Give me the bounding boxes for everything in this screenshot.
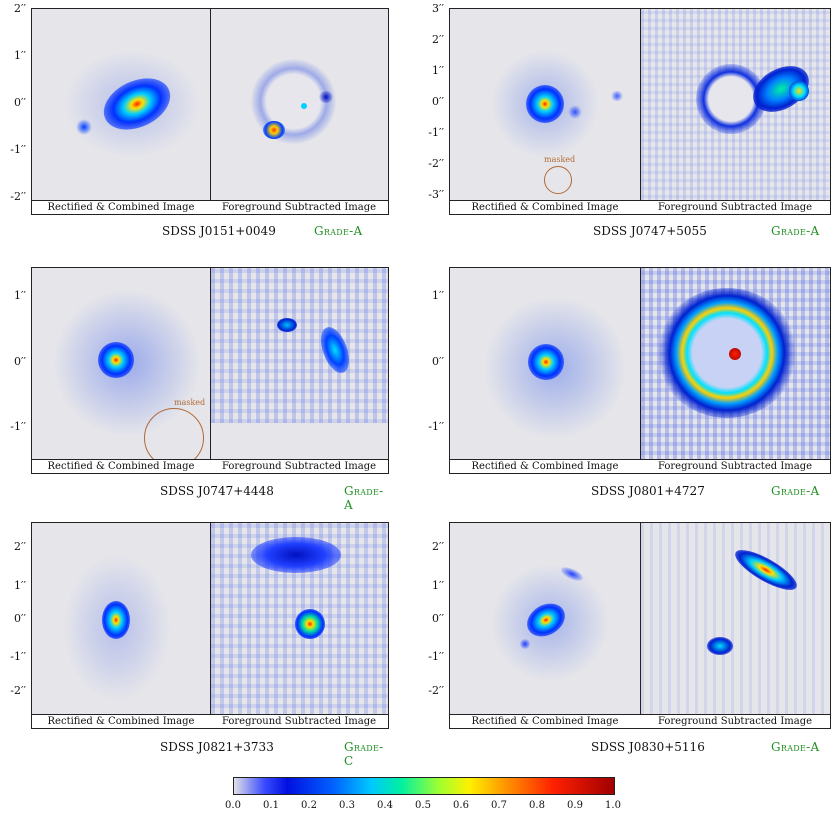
image-captions: Rectified & Combined Image Foreground Su…	[32, 200, 388, 214]
colorbar-tick: 0.6	[453, 800, 469, 811]
foreground-subtracted-image	[210, 268, 388, 473]
y-tick: -1′′	[428, 126, 444, 139]
masked-label: masked	[174, 398, 206, 407]
y-tick: -3′′	[428, 188, 444, 201]
panel-j0821: 2′′ 1′′ 0′′ -1′′ -2′′ Rectified & Combin…	[0, 520, 390, 768]
panel-j0830: 2′′ 1′′ 0′′ -1′′ -2′′ Rectified & Combin…	[418, 520, 831, 760]
grade-label: Grade-A	[771, 484, 820, 498]
foreground-subtracted-image	[210, 9, 388, 214]
y-tick: 2′′	[432, 33, 444, 46]
y-tick: 2′′	[432, 540, 444, 553]
y-tick: 1′′	[432, 289, 444, 302]
grade-label: Grade-C	[344, 740, 384, 768]
object-name: SDSS J0830+5116	[591, 740, 705, 754]
y-tick: -1′′	[10, 650, 26, 663]
colorbar-tick: 0.8	[529, 800, 545, 811]
masked-region-marker	[544, 166, 572, 194]
image-frame: Rectified & Combined Image Foreground Su…	[31, 8, 389, 215]
colorbar-tick: 0.4	[377, 800, 393, 811]
y-tick: 0′′	[432, 355, 444, 368]
right-caption: Foreground Subtracted Image	[221, 202, 377, 213]
left-caption: Rectified & Combined Image	[47, 716, 195, 727]
grade-label: Grade-A	[344, 484, 384, 512]
y-tick: 2′′	[14, 540, 26, 553]
y-tick: -2′′	[10, 190, 26, 203]
y-tick: 0′′	[432, 95, 444, 108]
grade-label: Grade-A	[314, 224, 363, 238]
colorbar	[233, 777, 615, 795]
image-frame: Rectified & Combined Image Foreground Su…	[449, 267, 831, 474]
rectified-combined-image	[450, 268, 640, 473]
foreground-subtracted-image	[640, 9, 830, 214]
panel-j0151: 2′′ 1′′ 0′′ -1′′ -2′′ Rectified & Combin…	[0, 0, 390, 250]
left-caption: Rectified & Combined Image	[471, 202, 619, 213]
foreground-subtracted-image	[210, 523, 388, 728]
panel-j0747-4448: 1′′ 0′′ -1′′ masked Rectified & Combined…	[0, 265, 390, 512]
colorbar-tick: 1.0	[605, 800, 621, 811]
right-caption: Foreground Subtracted Image	[221, 461, 377, 472]
right-caption: Foreground Subtracted Image	[657, 716, 813, 727]
image-frame: masked Rectified & Combined Image Foregr…	[31, 267, 389, 474]
y-tick: -2′′	[10, 684, 26, 697]
panel-j0801: 1′′ 0′′ -1′′ Rectified & Combined Image …	[418, 265, 831, 505]
colorbar-tick: 0.7	[491, 800, 507, 811]
rectified-combined-image	[32, 523, 210, 728]
y-tick: 1′′	[14, 49, 26, 62]
colorbar-tick: 0.9	[567, 800, 583, 811]
right-caption: Foreground Subtracted Image	[657, 202, 813, 213]
right-caption: Foreground Subtracted Image	[657, 461, 813, 472]
image-frame: Rectified & Combined Image Foreground Su…	[449, 522, 831, 729]
y-tick: 1′′	[432, 64, 444, 77]
y-tick: 1′′	[14, 579, 26, 592]
y-tick: -2′′	[428, 684, 444, 697]
image-captions: Rectified & Combined Image Foreground Su…	[32, 459, 388, 473]
y-tick: 1′′	[14, 289, 26, 302]
rectified-combined-image	[32, 9, 210, 214]
panel-j0747-5055: 3′′ 2′′ 1′′ 0′′ -1′′ -2′′ -3′′ masked Re…	[418, 0, 831, 250]
y-tick: 2′′	[14, 2, 26, 15]
colorbar-tick: 0.3	[339, 800, 355, 811]
colorbar-tick: 0.0	[225, 800, 241, 811]
left-caption: Rectified & Combined Image	[47, 461, 195, 472]
grade-label: Grade-A	[771, 224, 820, 238]
left-caption: Rectified & Combined Image	[47, 202, 195, 213]
object-name: SDSS J0747+4448	[160, 484, 274, 498]
y-tick: 1′′	[432, 579, 444, 592]
y-tick: -1′′	[428, 420, 444, 433]
colorbar-tick: 0.2	[301, 800, 317, 811]
left-caption: Rectified & Combined Image	[471, 716, 619, 727]
object-name: SDSS J0151+0049	[162, 224, 276, 238]
colorbar-tick: 0.5	[415, 800, 431, 811]
image-frame: Rectified & Combined Image Foreground Su…	[31, 522, 389, 729]
y-tick: 0′′	[14, 96, 26, 109]
object-name: SDSS J0821+3733	[160, 740, 274, 754]
y-tick: -2′′	[428, 157, 444, 170]
masked-label: masked	[544, 155, 576, 164]
rectified-combined-image: masked	[450, 9, 640, 214]
foreground-subtracted-image	[640, 268, 830, 473]
right-caption: Foreground Subtracted Image	[221, 716, 377, 727]
rectified-combined-image	[450, 523, 640, 728]
y-tick: 0′′	[14, 612, 26, 625]
y-tick: 0′′	[432, 612, 444, 625]
grade-label: Grade-A	[771, 740, 820, 754]
rectified-combined-image: masked	[32, 268, 210, 473]
y-tick: 3′′	[432, 2, 444, 15]
object-name: SDSS J0801+4727	[591, 484, 705, 498]
object-name: SDSS J0747+5055	[593, 224, 707, 238]
y-tick: -1′′	[10, 143, 26, 156]
left-caption: Rectified & Combined Image	[471, 461, 619, 472]
y-tick: 0′′	[14, 355, 26, 368]
image-frame: masked Rectified & Combined Image Foregr…	[449, 8, 831, 215]
image-captions: Rectified & Combined Image Foreground Su…	[450, 714, 830, 728]
image-captions: Rectified & Combined Image Foreground Su…	[450, 459, 830, 473]
image-captions: Rectified & Combined Image Foreground Su…	[32, 714, 388, 728]
y-tick: -1′′	[10, 420, 26, 433]
foreground-subtracted-image	[640, 523, 830, 728]
image-captions: Rectified & Combined Image Foreground Su…	[450, 200, 830, 214]
y-tick: -1′′	[428, 650, 444, 663]
colorbar-tick: 0.1	[263, 800, 279, 811]
